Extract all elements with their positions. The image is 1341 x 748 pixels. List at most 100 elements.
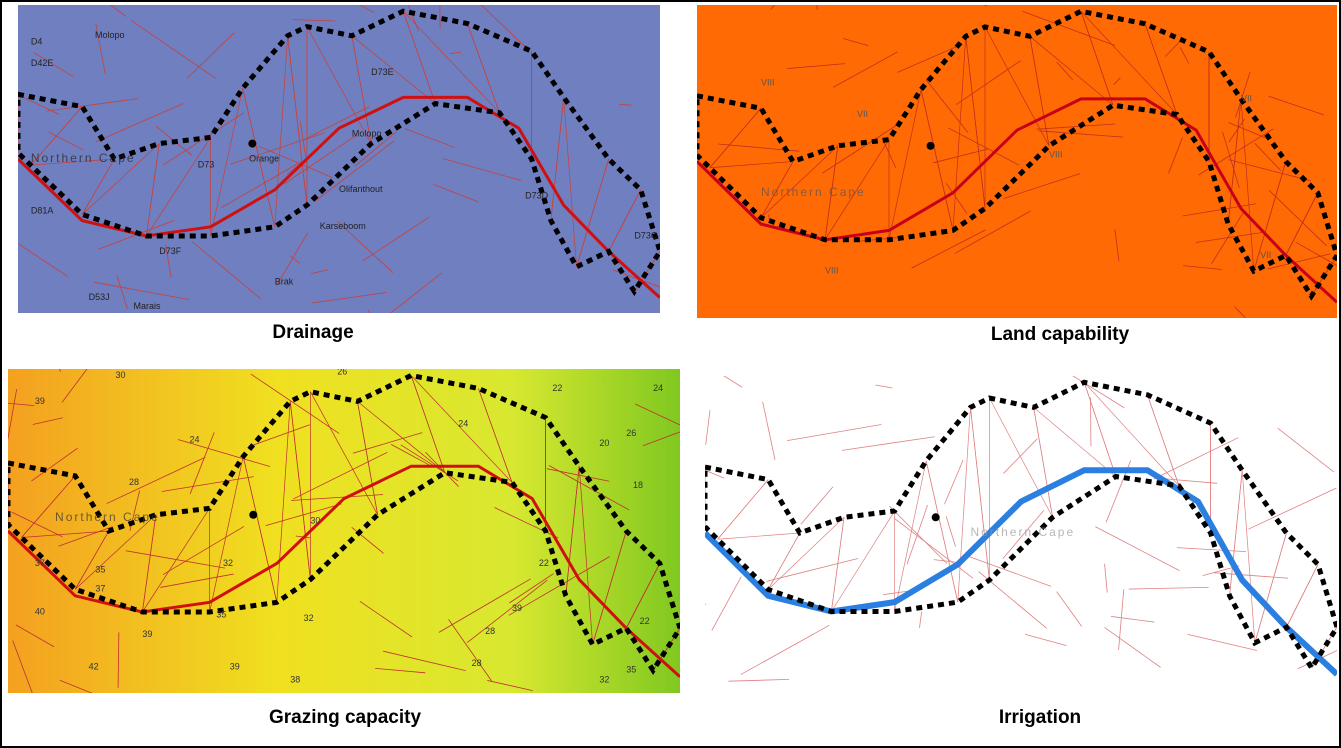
map-label: D73E <box>371 67 394 77</box>
parcel-line <box>728 678 790 682</box>
parcel-line <box>94 281 190 300</box>
parcel-line <box>480 5 526 48</box>
map-label: 37 <box>95 584 105 594</box>
map-label: 35 <box>95 564 105 574</box>
parcel-line <box>12 640 33 693</box>
parcel-line <box>467 23 500 113</box>
parcel-line <box>162 112 245 166</box>
parcel-line <box>508 556 610 616</box>
parcel-line <box>1248 487 1337 530</box>
map-label: Brak <box>275 277 294 287</box>
parcel-line <box>276 401 291 603</box>
parcel-line <box>1029 36 1050 146</box>
parcel-line <box>1003 173 1081 199</box>
point <box>926 141 935 150</box>
parcel-line <box>375 667 426 674</box>
parcel-line <box>1038 130 1124 138</box>
parcel-line <box>642 431 680 447</box>
parcel-line <box>165 244 172 278</box>
parcel-line <box>1182 203 1257 217</box>
parcel-line <box>576 158 609 267</box>
parcel-line <box>548 465 630 511</box>
map-label: 39 <box>512 603 522 613</box>
parcel-line <box>989 397 1053 518</box>
parcel-line <box>592 530 627 645</box>
parcel-line <box>762 401 776 460</box>
parcel-line <box>292 451 388 500</box>
parcel-line <box>402 10 500 114</box>
parcel-line <box>283 134 358 185</box>
parcel-line <box>919 611 923 628</box>
map-label: D53J <box>89 292 110 302</box>
parcel-line <box>494 507 559 539</box>
parcel-line <box>608 189 642 252</box>
parcel-line <box>1113 77 1121 86</box>
parcel-line <box>957 407 971 603</box>
parcel-line <box>1235 71 1251 118</box>
parcel-line <box>954 210 1031 254</box>
parcel-line <box>1104 563 1108 593</box>
map-label: Northern Cape <box>31 151 136 165</box>
parcel-line <box>358 5 375 13</box>
parcel-line <box>312 292 387 304</box>
parcel-line <box>1147 394 1180 487</box>
parcel-line <box>289 401 311 580</box>
map-label: Orange <box>249 153 279 163</box>
parcel-line <box>925 79 969 133</box>
parcel-line <box>920 89 954 231</box>
parcel-line <box>251 424 310 446</box>
parcel-line <box>897 43 963 73</box>
map-label: Molopo <box>95 30 125 40</box>
parcel-line <box>362 216 430 262</box>
parcel-line <box>824 145 839 240</box>
map-label: 30 <box>310 516 320 526</box>
parcel-line <box>265 503 342 527</box>
parcel-line <box>442 158 522 181</box>
map-label: D73 <box>198 160 215 170</box>
parcel-line <box>1297 650 1337 670</box>
parcel-line <box>210 88 244 237</box>
parcel-line <box>1240 98 1255 272</box>
parcel-line <box>1111 616 1155 623</box>
parcel-line <box>1253 161 1287 272</box>
parcel-line <box>383 650 466 671</box>
map-label: VIII <box>825 265 839 275</box>
parcel-line <box>1024 633 1067 646</box>
parcel-line <box>1268 189 1327 247</box>
parcel-line <box>550 97 565 221</box>
map-label: 26 <box>337 367 347 377</box>
parcel-line <box>95 103 184 143</box>
parcel-line <box>291 494 383 501</box>
parcel-line <box>302 106 370 141</box>
map-label: 28 <box>129 477 139 487</box>
parcel-line <box>894 460 927 612</box>
parcel-line <box>723 376 743 388</box>
map-label: 39 <box>142 629 152 639</box>
parcel-line <box>1228 118 1245 143</box>
parcel-line <box>21 530 109 538</box>
parcel-line <box>15 624 55 648</box>
map-label: 42 <box>89 661 99 671</box>
parcel-line <box>1080 11 1114 106</box>
map-label: 28 <box>485 626 495 636</box>
parcel-line <box>717 532 800 540</box>
parcel-line <box>407 5 419 32</box>
parcel-line <box>842 38 869 47</box>
parcel-line <box>1187 633 1258 651</box>
parcel-line <box>1033 407 1117 477</box>
parcel-line <box>787 424 882 442</box>
parcel-line <box>1222 131 1240 188</box>
map-label: 28 <box>472 658 482 668</box>
parcel-line <box>1285 192 1319 256</box>
parcel-line <box>709 108 762 168</box>
parcel-line <box>81 158 115 215</box>
parcel-line <box>831 510 895 612</box>
parcel-line <box>292 19 336 22</box>
parcel-line <box>1056 61 1074 81</box>
parcel-line <box>952 36 967 231</box>
parcel-line <box>906 504 928 565</box>
parcel-line <box>31 447 78 482</box>
parcel-line <box>48 131 84 151</box>
parcel-line <box>740 624 830 675</box>
